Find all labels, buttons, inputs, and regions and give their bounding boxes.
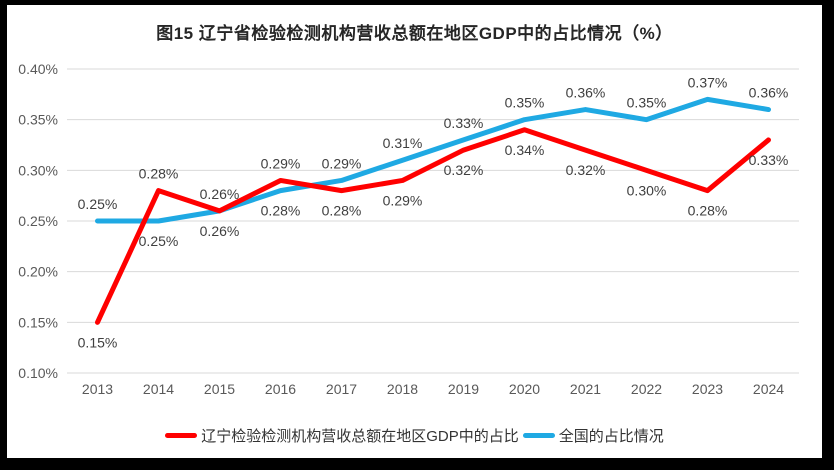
y-tick-label: 0.35% xyxy=(18,112,58,128)
y-tick-label: 0.15% xyxy=(18,314,58,330)
x-tick-label: 2016 xyxy=(265,381,296,397)
x-tick-label: 2018 xyxy=(387,381,418,397)
x-tick-label: 2014 xyxy=(143,381,174,397)
legend-line-swatch-liaoning xyxy=(165,433,198,438)
x-tick-label: 2015 xyxy=(204,381,235,397)
data-label: 0.29% xyxy=(322,155,362,171)
legend-label-liaoning: 辽宁检验检测机构营收总额在地区GDP中的占比 xyxy=(201,428,519,445)
y-tick-label: 0.25% xyxy=(18,213,58,229)
legend-item-national: 全国的占比情况 xyxy=(522,425,664,446)
legend-line-swatch-national xyxy=(522,433,555,438)
x-tick-label: 2022 xyxy=(631,381,662,397)
data-label: 0.37% xyxy=(688,74,728,90)
data-label: 0.28% xyxy=(261,203,301,219)
legend: 辽宁检验检测机构营收总额在地区GDP中的占比 全国的占比情况 xyxy=(7,425,822,446)
data-label: 0.28% xyxy=(322,203,362,219)
data-label: 0.25% xyxy=(78,196,118,212)
y-tick-label: 0.40% xyxy=(18,61,58,77)
data-label: 0.33% xyxy=(749,152,789,168)
series-line-liaoning xyxy=(95,127,771,325)
series-line-national xyxy=(95,96,771,224)
y-tick-label: 0.20% xyxy=(18,264,58,280)
data-label: 0.36% xyxy=(566,85,606,101)
y-tick-label: 0.10% xyxy=(18,365,58,381)
chart-title: 图15 辽宁省检验检测机构营收总额在地区GDP中的占比情况（%） xyxy=(156,24,673,43)
x-tick-label: 2019 xyxy=(448,381,479,397)
data-label: 0.26% xyxy=(200,186,240,202)
data-label: 0.34% xyxy=(505,142,545,158)
x-tick-label: 2021 xyxy=(570,381,601,397)
data-label: 0.36% xyxy=(749,85,789,101)
data-label: 0.15% xyxy=(78,334,118,350)
data-label: 0.29% xyxy=(383,192,423,208)
x-tick-label: 2020 xyxy=(509,381,540,397)
data-label: 0.25% xyxy=(139,233,179,249)
data-label: 0.33% xyxy=(444,115,484,131)
data-label: 0.35% xyxy=(627,95,667,111)
data-label: 0.28% xyxy=(688,203,728,219)
plot-area: 0.40% 0.35% 0.30% 0.25% 0.20% 0.15% 0.10% 2013 2… xyxy=(18,61,799,397)
y-tick-label: 0.30% xyxy=(18,162,58,178)
legend-item-liaoning: 辽宁检验检测机构营收总额在地区GDP中的占比 xyxy=(165,425,519,446)
x-tick-label: 2024 xyxy=(753,381,784,397)
x-tick-label: 2023 xyxy=(692,381,723,397)
data-label: 0.29% xyxy=(261,155,301,171)
x-tick-label: 2013 xyxy=(82,381,113,397)
data-label: 0.31% xyxy=(383,135,423,151)
data-label: 0.28% xyxy=(139,166,179,182)
data-label: 0.35% xyxy=(505,95,545,111)
chart-canvas: 图15 辽宁省检验检测机构营收总额在地区GDP中的占比情况（%） 0.40% 0.… xyxy=(7,5,822,458)
data-label: 0.32% xyxy=(444,162,484,178)
x-tick-label: 2017 xyxy=(326,381,357,397)
legend-label-national: 全国的占比情况 xyxy=(558,428,664,445)
data-label: 0.26% xyxy=(200,223,240,239)
data-label: 0.32% xyxy=(566,162,606,178)
data-label: 0.30% xyxy=(627,182,667,198)
